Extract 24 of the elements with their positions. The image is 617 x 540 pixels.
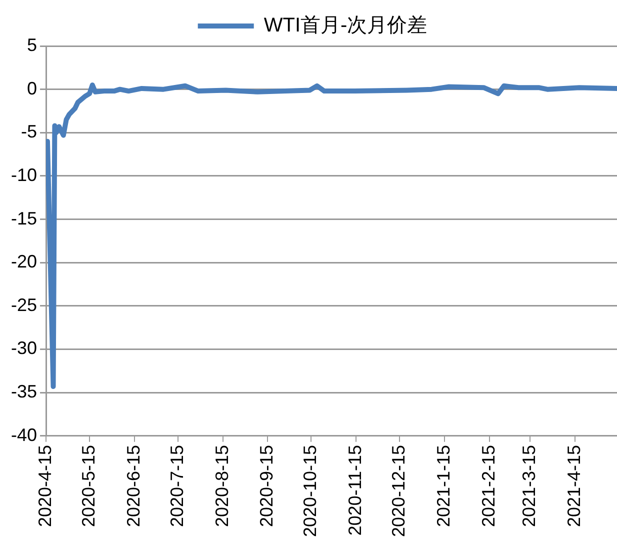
x-tick-label: 2020-11-15 [345, 444, 366, 536]
y-tick-label: 0 [27, 78, 38, 98]
x-tick-label: 2020-9-15 [256, 444, 277, 528]
y-tick-label: -35 [11, 382, 38, 402]
x-tick-label: 2021-3-15 [519, 444, 540, 528]
x-tick-label: 2021-1-15 [434, 444, 454, 528]
x-tick-label: 2020-5-15 [78, 444, 98, 528]
x-tick-label: 2020-7-15 [166, 444, 187, 528]
y-tick-label: -15 [11, 208, 38, 228]
y-tick-label: -40 [11, 424, 38, 445]
y-tick-label: -10 [11, 164, 38, 185]
y-tick-label: -30 [11, 338, 38, 358]
x-tick-label: 2020-4-15 [34, 444, 55, 528]
y-tick-label: -20 [11, 252, 38, 272]
x-tick-label: 2020-6-15 [123, 444, 144, 528]
x-tick-label: 2021-4-15 [564, 444, 584, 528]
x-tick-label: 2020-12-15 [388, 444, 409, 538]
legend-label: WTI首月-次月价差 [264, 14, 428, 37]
x-tick-label: 2021-2-15 [478, 444, 498, 528]
y-tick-label: 5 [27, 34, 38, 55]
y-tick-label: -25 [11, 294, 38, 315]
x-tick-label: 2020-10-15 [300, 444, 320, 538]
y-tick-label: -5 [21, 122, 38, 142]
x-tick-label: 2020-8-15 [212, 444, 232, 528]
